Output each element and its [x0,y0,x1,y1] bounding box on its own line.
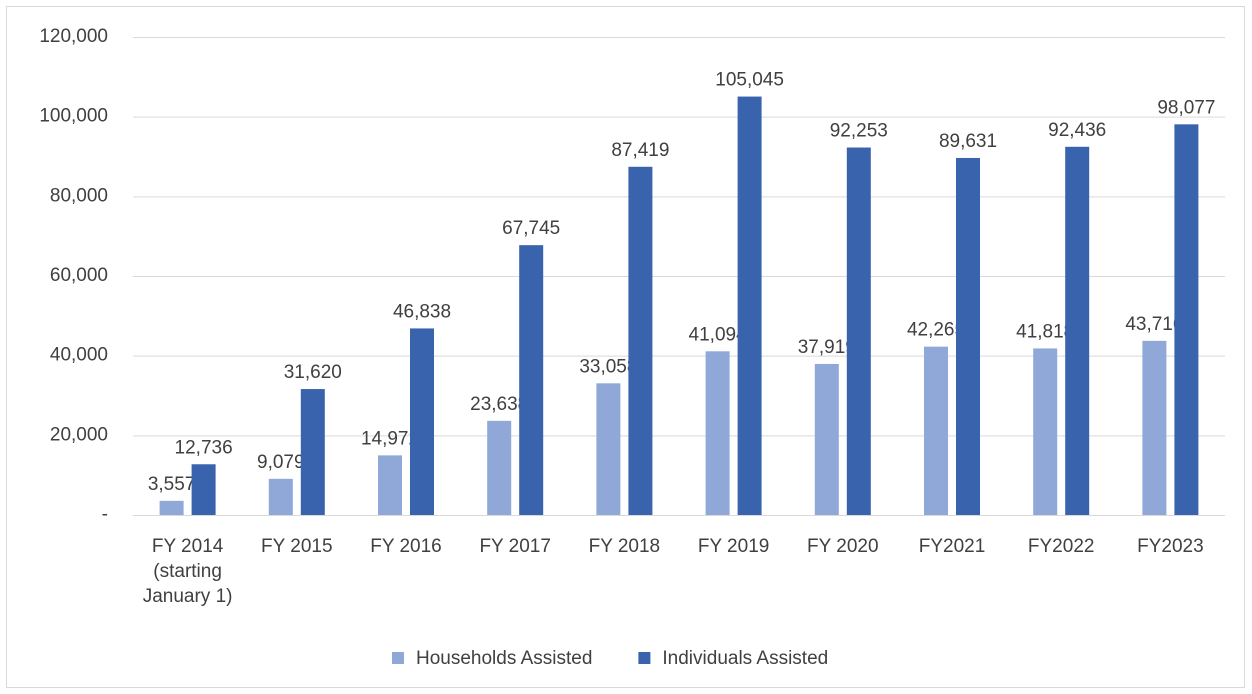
bar [924,346,948,515]
data-label: 42,265 [907,320,965,341]
x-tick-label: FY 2017 [479,536,551,557]
data-label: 92,253 [830,121,888,142]
data-label: 14,972 [361,428,419,449]
bar [519,245,544,515]
x-tick-label: FY 2014 (starting January 1) [142,536,233,607]
chart-frame [6,6,1245,688]
data-label: 92,436 [1048,120,1106,141]
y-tick-label: 20,000 [50,424,108,445]
bar [300,389,325,515]
data-label: 46,838 [393,301,451,322]
bar [737,96,762,516]
bar [1174,124,1199,516]
data-label: 41,094 [689,324,748,345]
bar [159,500,184,515]
bar [628,166,653,515]
bar [378,455,402,515]
bar [705,351,730,515]
x-tick-label: FY 2018 [588,536,661,557]
data-label: 33,058 [579,356,637,377]
data-label: 9,079 [257,452,305,473]
bar [410,328,434,515]
x-tick-label: FY2023 [1137,536,1204,557]
data-label: 105,045 [715,70,784,91]
legend-swatch [392,652,404,664]
bar [191,464,216,515]
data-label: 43,716 [1125,314,1183,335]
data-label: 3,557 [148,474,196,495]
bar [268,478,293,515]
bar [814,363,839,515]
bar [1033,348,1058,515]
y-tick-label: 100,000 [39,106,108,127]
data-label: 98,077 [1157,97,1215,118]
x-tick-label: FY 2020 [807,536,879,557]
data-label: 37,919 [798,337,856,358]
data-label: 67,745 [502,218,560,239]
x-tick-label: FY 2016 [370,536,442,557]
bar [1065,146,1090,515]
x-tick-label: FY 2019 [697,536,770,557]
bar [846,147,871,515]
bar [956,157,980,515]
y-tick-label: 40,000 [50,345,108,366]
bar [596,383,621,515]
data-label: 89,631 [939,131,997,152]
data-label: 23,638 [470,394,528,415]
bar [1142,340,1167,515]
y-tick-label: 120,000 [39,26,108,47]
data-label: 87,419 [611,140,669,161]
data-label: 31,620 [284,362,342,383]
data-label: 12,736 [175,437,233,458]
y-tick-label: 60,000 [50,265,108,286]
bar [487,420,512,515]
x-tick-label: FY2021 [918,536,986,557]
legend-label: Households Assisted [416,648,592,669]
y-tick-label: 80,000 [50,185,108,206]
data-label: 41,818 [1016,321,1074,342]
legend-label: Individuals Assisted [662,648,828,669]
legend-swatch [638,652,651,664]
y-tick-label: - [102,504,108,525]
x-tick-label: FY 2015 [261,536,333,557]
x-tick-label: FY2022 [1027,536,1095,557]
